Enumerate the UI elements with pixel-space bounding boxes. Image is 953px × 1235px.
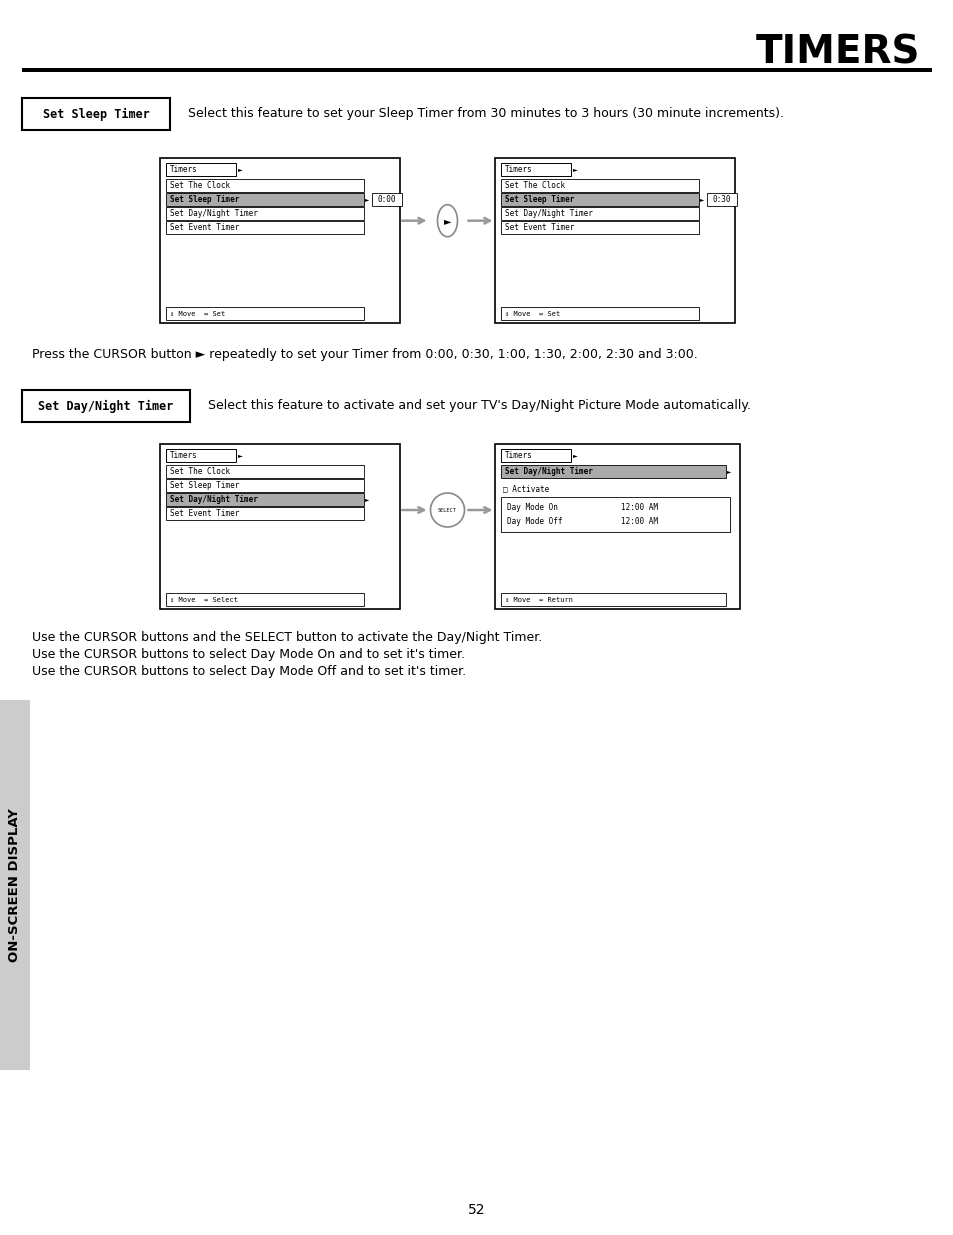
Text: ►: ► [573,167,578,172]
Text: Set Day/Night Timer: Set Day/Night Timer [504,467,592,475]
Bar [500,466,725,478]
Text: Set Day/Night Timer: Set Day/Night Timer [170,495,257,504]
Ellipse shape [437,205,457,237]
Text: ↕ Move  ⇔ Select: ↕ Move ⇔ Select [170,597,237,603]
Text: ►: ► [700,198,703,203]
Bar [166,221,364,233]
Bar [500,221,699,233]
Bar [166,179,364,191]
Text: ►: ► [573,453,578,458]
Text: Timers: Timers [170,165,197,174]
Text: Day Mode On: Day Mode On [506,503,558,511]
Bar [500,496,729,532]
Bar [0,700,30,1070]
Text: Set Sleep Timer: Set Sleep Timer [170,480,239,490]
Text: ↕ Move  ⇔ Set: ↕ Move ⇔ Set [170,310,225,316]
Bar [500,593,725,606]
Text: ↕ Move  ⇔ Return: ↕ Move ⇔ Return [504,597,573,603]
Text: Use the CURSOR buttons to select Day Mode On and to set it's timer.: Use the CURSOR buttons to select Day Mod… [32,648,464,661]
Bar [500,308,699,320]
Text: ►: ► [443,216,451,226]
Text: 0:00: 0:00 [377,195,395,204]
Text: ON-SCREEN DISPLAY: ON-SCREEN DISPLAY [9,808,22,962]
Bar [500,193,699,206]
Text: 0:30: 0:30 [712,195,731,204]
Text: Select this feature to activate and set your TV's Day/Night Picture Mode automat: Select this feature to activate and set … [208,399,750,412]
Bar [22,98,170,130]
Text: Set The Clock: Set The Clock [504,182,564,190]
Bar [160,445,399,609]
Text: □ Activate: □ Activate [502,484,549,494]
Bar [166,308,364,320]
Bar [166,493,364,506]
Text: Timers: Timers [504,165,532,174]
Bar [166,163,235,177]
Text: Use the CURSOR buttons and the SELECT button to activate the Day/Night Timer.: Use the CURSOR buttons and the SELECT bu… [32,631,541,643]
Bar [22,68,931,72]
Text: Set The Clock: Set The Clock [170,182,230,190]
Text: ►: ► [365,198,369,203]
Text: ►: ► [237,453,242,458]
Text: Set Event Timer: Set Event Timer [504,224,574,232]
Text: Set Sleep Timer: Set Sleep Timer [170,195,239,204]
Text: TIMERS: TIMERS [755,33,919,70]
Bar [495,445,740,609]
Text: Set Day/Night Timer: Set Day/Night Timer [170,209,257,219]
Text: Timers: Timers [504,451,532,459]
Bar [166,466,364,478]
Text: ↕ Move  ⇔ Set: ↕ Move ⇔ Set [504,310,559,316]
Bar [495,158,734,324]
Text: Set Event Timer: Set Event Timer [170,224,239,232]
Bar [166,450,235,462]
Bar [500,163,571,177]
Text: ►: ► [237,167,242,172]
Bar [500,179,699,191]
Text: Set The Clock: Set The Clock [170,467,230,475]
Bar [160,158,399,324]
Bar [166,479,364,492]
Text: Press the CURSOR button ► repeatedly to set your Timer from 0:00, 0:30, 1:00, 1:: Press the CURSOR button ► repeatedly to … [32,348,697,361]
Text: Set Event Timer: Set Event Timer [170,509,239,517]
Text: ►: ► [726,469,731,474]
Text: Set Day/Night Timer: Set Day/Night Timer [38,399,173,412]
Circle shape [430,493,464,527]
Text: 12:00 AM: 12:00 AM [620,516,658,526]
Text: ►: ► [365,496,369,501]
Text: Use the CURSOR buttons to select Day Mode Off and to set it's timer.: Use the CURSOR buttons to select Day Mod… [32,664,466,678]
Bar [166,207,364,220]
Bar [22,390,190,422]
Text: 52: 52 [468,1203,485,1216]
Text: Set Day/Night Timer: Set Day/Night Timer [504,209,592,219]
Text: 12:00 AM: 12:00 AM [620,503,658,511]
Text: SELECT: SELECT [437,508,456,513]
Text: Select this feature to set your Sleep Timer from 30 minutes to 3 hours (30 minut: Select this feature to set your Sleep Ti… [188,107,783,121]
Bar [500,207,699,220]
Bar [500,450,571,462]
Text: Timers: Timers [170,451,197,459]
Bar [166,593,364,606]
Bar [166,193,364,206]
Bar [372,193,401,206]
Bar [166,508,364,520]
Text: Day Mode Off: Day Mode Off [506,516,562,526]
Bar [706,193,737,206]
Text: Set Sleep Timer: Set Sleep Timer [504,195,574,204]
Text: Set Sleep Timer: Set Sleep Timer [43,107,150,121]
